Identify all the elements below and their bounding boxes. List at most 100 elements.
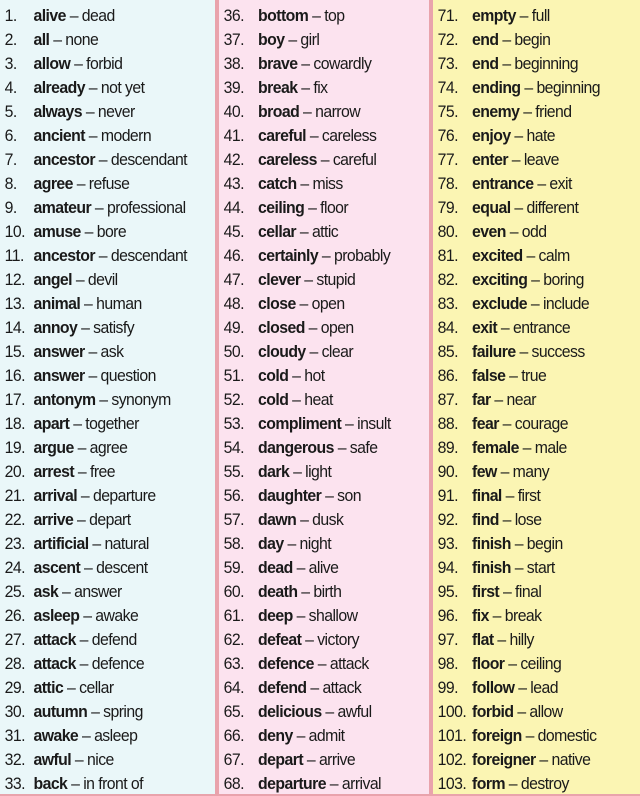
antonym: friend (535, 102, 572, 121)
antonym: devil (87, 270, 118, 289)
item-number: 33. (4, 774, 26, 793)
antonym: start (526, 558, 556, 577)
antonym: victory (317, 630, 359, 649)
list-item: 33. back – in front of (0, 772, 200, 796)
list-item: 98. floor – ceiling (433, 652, 626, 676)
list-item: 24. ascent – descent (0, 556, 200, 580)
list-item: 29. attic – cellar (0, 676, 200, 700)
word: bottom (258, 6, 309, 25)
dash: – (510, 558, 527, 577)
dash: – (84, 126, 101, 145)
antonym: leave (523, 150, 560, 169)
list-item: 68. departure – arrival (219, 772, 414, 796)
word: asleep (33, 606, 80, 625)
item-number: 16. (4, 366, 26, 385)
dash: – (91, 198, 108, 217)
antonym: answer (74, 582, 122, 601)
antonym: attack (322, 678, 362, 697)
item-number: 75. (437, 102, 459, 121)
antonym: refuse (88, 174, 130, 193)
word: dark (258, 462, 290, 481)
item-number: 30. (4, 702, 26, 721)
list-item: 44. ceiling – floor (219, 196, 414, 220)
word: enemy (472, 102, 520, 121)
list-item: 66. deny – admit (219, 724, 414, 748)
word: ancestor (33, 246, 95, 265)
list-item: 15. answer – ask (0, 340, 200, 364)
list-item: 81. excited – calm (433, 244, 626, 268)
word: all (33, 30, 50, 49)
item-number: 84. (437, 318, 459, 337)
dash: – (514, 678, 531, 697)
dash: – (94, 246, 111, 265)
list-item: 19. argue – agree (0, 436, 200, 460)
item-number: 91. (437, 486, 459, 505)
dash: – (84, 342, 101, 361)
dash: – (69, 414, 86, 433)
list-item: 11. ancestor – descendant (0, 244, 200, 268)
list-item: 39. break – fix (219, 76, 414, 100)
antonym: allow (529, 702, 563, 721)
dash: – (522, 246, 539, 265)
item-number: 9. (4, 198, 18, 217)
dash: – (308, 6, 325, 25)
list-item: 65. delicious – awful (219, 700, 414, 724)
item-number: 66. (223, 726, 245, 745)
list-item: 21. arrival – departure (0, 484, 200, 508)
item-number: 19. (4, 438, 26, 457)
antonym: bore (96, 222, 127, 241)
antonym: awake (95, 606, 139, 625)
list-item: 43. catch – miss (219, 172, 414, 196)
item-number: 82. (437, 270, 459, 289)
antonym: floor (320, 198, 349, 217)
antonym: odd (521, 222, 547, 241)
word: arrival (33, 486, 78, 505)
dash: – (505, 366, 522, 385)
list-item: 64. defend – attack (219, 676, 414, 700)
list-item: 78. entrance – exit (433, 172, 626, 196)
list-item: 5. always – never (0, 100, 200, 124)
dash: – (78, 726, 95, 745)
item-number: 76. (437, 126, 459, 145)
word: ceiling (258, 198, 305, 217)
antonym: top (324, 6, 345, 25)
word: careless (258, 150, 317, 169)
word: boy (258, 30, 285, 49)
dash: – (488, 606, 505, 625)
word: foreign (472, 726, 522, 745)
item-number: 89. (437, 438, 459, 457)
word: broad (258, 102, 300, 121)
list-item: 57. dawn – dusk (219, 508, 414, 532)
list-item: 16. answer – question (0, 364, 200, 388)
antonym: fix (313, 78, 328, 97)
word: forbid (472, 702, 514, 721)
dash: – (80, 222, 97, 241)
dash: – (296, 510, 313, 529)
item-number: 57. (223, 510, 245, 529)
word: entrance (472, 174, 534, 193)
dash: – (70, 54, 87, 73)
list-item: 14. annoy – satisfy (0, 316, 200, 340)
item-number: 24. (4, 558, 26, 577)
word: answer (33, 342, 85, 361)
item-number: 23. (4, 534, 26, 553)
dash: – (510, 534, 527, 553)
word: floor (472, 654, 505, 673)
item-number: 32. (4, 750, 26, 769)
dash: – (504, 654, 521, 673)
item-number: 49. (223, 318, 245, 337)
dash: – (288, 366, 305, 385)
list-item: 103. form – destroy (433, 772, 626, 796)
antonym: break (504, 606, 542, 625)
column-left: 1. alive – dead 2. all – none 3. allow – forb… (0, 0, 215, 794)
word: exclude (472, 294, 528, 313)
dash: – (295, 294, 312, 313)
antonym: careful (332, 150, 377, 169)
antonym: include (542, 294, 590, 313)
dash: – (65, 6, 82, 25)
antonym: male (534, 438, 568, 457)
word: cold (258, 366, 289, 385)
item-number: 51. (223, 366, 245, 385)
dash: – (71, 750, 88, 769)
word: amuse (33, 222, 81, 241)
